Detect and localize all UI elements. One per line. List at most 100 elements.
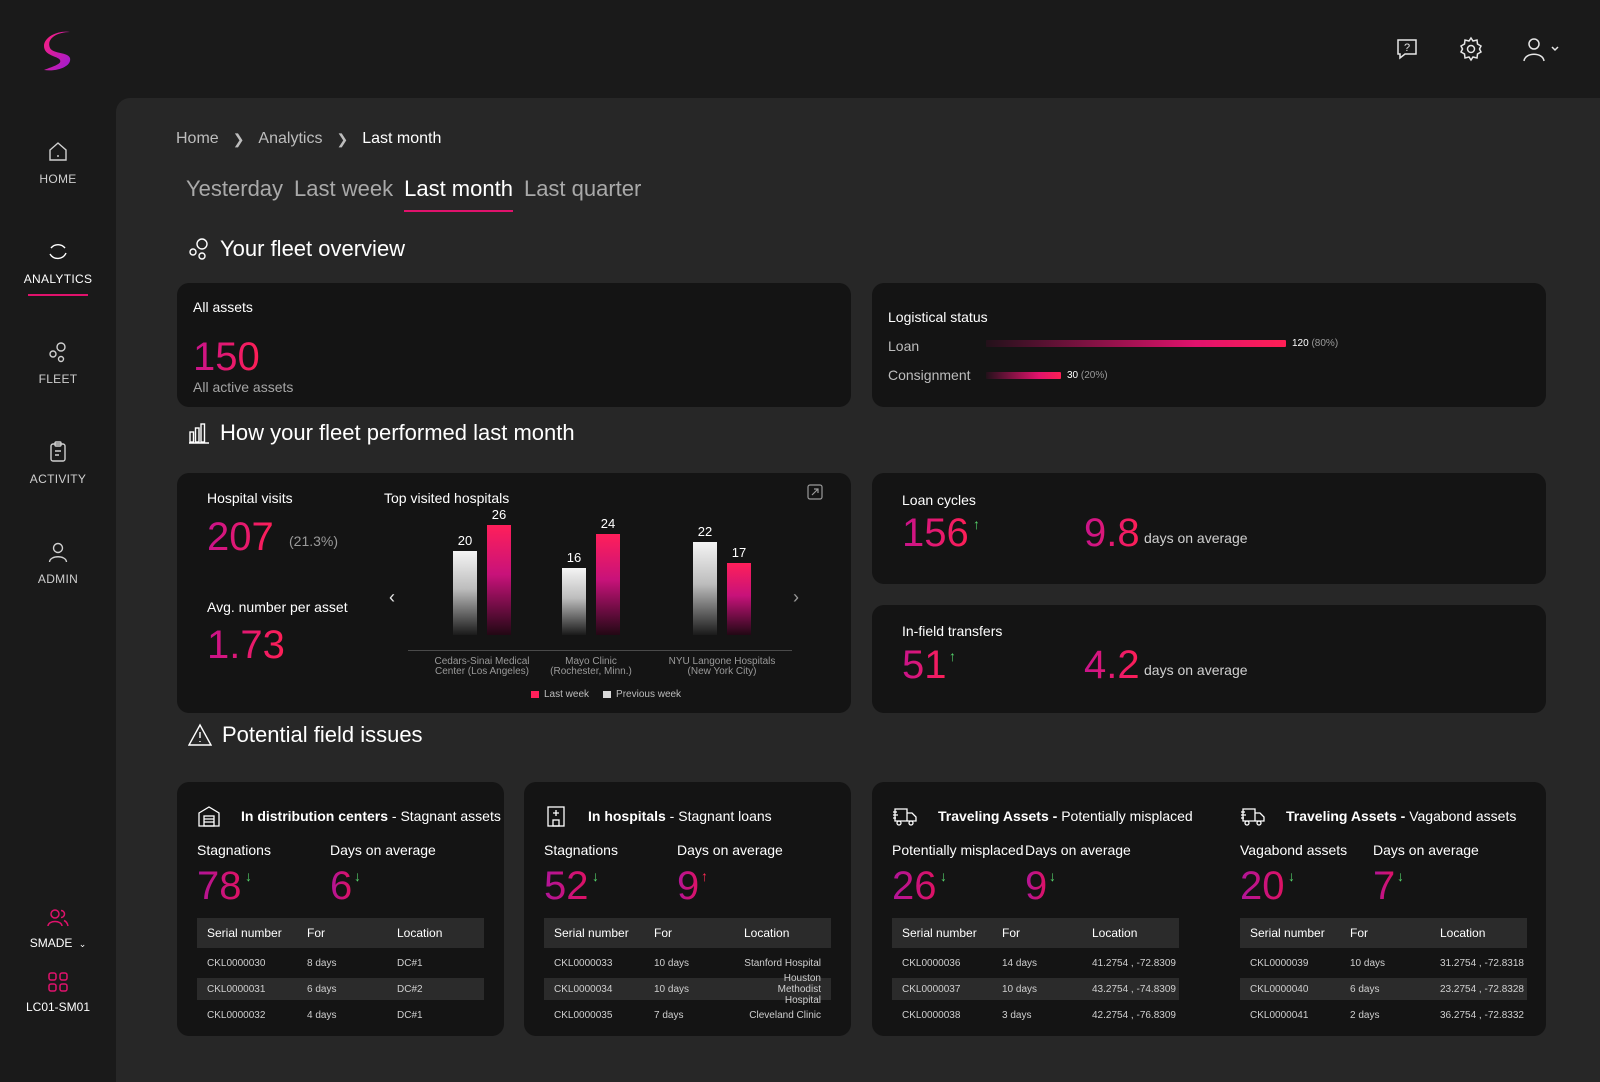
stat2-label: Days on average — [1025, 842, 1131, 858]
table-header: Serial number For Location — [892, 918, 1179, 948]
chevron-right-icon: ❯ — [232, 130, 245, 147]
hospital-visits-value: 207 — [207, 515, 274, 559]
cell-for: 14 days — [1002, 957, 1038, 969]
cell-serial: CKL0000030 — [207, 957, 266, 969]
cell-location: Cleveland Clinic — [749, 1009, 821, 1021]
cell-for: 4 days — [307, 1009, 337, 1021]
transfers-avg: 4.2 — [1084, 643, 1140, 687]
loan-cycles-label: Loan cycles — [902, 492, 976, 508]
stat2-value: 7 — [1373, 864, 1396, 908]
breadcrumb-home[interactable]: Home — [176, 130, 219, 147]
arrow-up-icon: ↑ — [949, 648, 956, 664]
nav-fleet[interactable]: FLEET — [0, 340, 116, 386]
table-row[interactable]: CKL0000030 8 days DC#1 — [197, 952, 484, 974]
table-row[interactable]: CKL0000031 6 days DC#2 — [197, 978, 484, 1000]
issue-title-bold: In hospitals — [588, 808, 666, 824]
section-title-text: How your fleet performed last month — [220, 420, 575, 445]
cell-for: 6 days — [307, 983, 337, 995]
tab-last-quarter[interactable]: Last quarter — [523, 176, 642, 201]
loan-cycles-avg-unit: days on average — [1144, 530, 1248, 546]
settings-gear-icon[interactable] — [1458, 36, 1484, 62]
tab-last-month[interactable]: Last month — [404, 176, 513, 212]
table-row[interactable]: CKL0000040 6 days 23.2754 , -72.8328 — [1240, 978, 1527, 1000]
nav-home[interactable]: HOME — [0, 140, 116, 186]
bar-previous-week[interactable] — [693, 542, 717, 635]
cell-location: 41.2754 , -72.8309 — [1092, 957, 1176, 969]
nav-admin-label: ADMIN — [37, 572, 79, 586]
chart-title: Top visited hospitals — [384, 490, 510, 506]
stat2-value: 9 — [1025, 864, 1048, 908]
cell-serial: CKL0000037 — [902, 983, 961, 995]
col-for: For — [307, 926, 325, 940]
issue-title-bold: In distribution centers — [241, 808, 389, 824]
users-icon — [47, 909, 69, 927]
table-row[interactable]: CKL0000041 2 days 36.2754 , -72.8332 — [1240, 1004, 1527, 1026]
bar-last-week[interactable] — [596, 534, 620, 635]
cell-for: 8 days — [307, 957, 337, 969]
col-serial: Serial number — [554, 926, 629, 940]
issue-title-bold: Traveling Assets - — [938, 808, 1058, 824]
nav-active-indicator — [28, 294, 88, 296]
hospital-visits-label: Hospital visits — [207, 490, 293, 506]
table-row[interactable]: CKL0000036 14 days 41.2754 , -72.8309 — [892, 952, 1179, 974]
trend-arrow-icon: ↓ — [1049, 868, 1056, 884]
chart-legend: Last week Previous week — [531, 689, 681, 700]
grid-icon — [48, 972, 68, 992]
chevron-right-icon: ❯ — [336, 130, 349, 147]
app-logo[interactable] — [40, 30, 76, 72]
table-row[interactable]: CKL0000038 3 days 42.2754 , -76.8309 — [892, 1004, 1179, 1026]
home-icon — [49, 142, 67, 161]
bar-previous-week[interactable] — [453, 551, 477, 635]
table-row[interactable]: CKL0000035 7 days Cleveland Clinic — [544, 1004, 831, 1026]
chart-prev-icon[interactable]: ‹ — [389, 587, 395, 607]
nav-activity[interactable]: ACTIVITY — [0, 440, 116, 486]
cell-for: 10 days — [1350, 957, 1386, 969]
loan-count: 120 — [1292, 338, 1309, 349]
legend-swatch-prev — [603, 691, 612, 698]
stat1-label: Potentially misplaced — [892, 842, 1024, 858]
top-hospitals-chart: 20 26 Cedars-Sinai Medical Center (Los Ange… — [177, 473, 851, 713]
issue-table: Serial number For Location CKL0000033 10… — [544, 918, 831, 1026]
issue-header: In hospitals - Stagnant loans — [544, 804, 772, 828]
user-menu-icon[interactable] — [1522, 36, 1566, 62]
bar-value-label: 26 — [491, 507, 507, 522]
arrow-up-icon: ↑ — [973, 516, 980, 532]
issue-panel: In hospitals - Stagnant loans Stagnation… — [524, 782, 851, 1036]
nav-fleet-label: FLEET — [38, 372, 78, 386]
stat1-label: Stagnations — [197, 842, 271, 858]
x-tick-label: Mayo Clinic (Rochester, Minn.) — [531, 657, 651, 677]
table-row[interactable]: CKL0000034 10 days Houston Methodist Hos… — [544, 973, 831, 1006]
help-chat-icon[interactable]: ? — [1394, 36, 1420, 62]
col-serial: Serial number — [902, 926, 977, 940]
table-row[interactable]: CKL0000039 10 days 31.2754 , -72.8318 — [1240, 952, 1527, 974]
cell-serial: CKL0000031 — [207, 983, 266, 995]
device-selector[interactable]: LC01-SM01 — [0, 970, 116, 1014]
consignment-label: Consignment — [888, 367, 971, 383]
cell-location: 42.2754 , -76.8309 — [1092, 1009, 1176, 1021]
loan-cycles-avg: 9.8 — [1084, 511, 1140, 555]
loan-label: Loan — [888, 338, 920, 354]
issue-title-rest: - Stagnant assets — [388, 808, 501, 824]
table-row[interactable]: CKL0000037 10 days 43.2754 , -74.8309 — [892, 978, 1179, 1000]
breadcrumb-analytics[interactable]: Analytics — [258, 130, 323, 147]
table-row[interactable]: CKL0000032 4 days DC#1 — [197, 1004, 484, 1026]
warning-icon — [188, 723, 212, 746]
issue-title-rest: Potentially misplaced — [1057, 808, 1193, 824]
bar-value-label: 16 — [566, 550, 582, 565]
col-serial: Serial number — [207, 926, 282, 940]
bar-previous-week[interactable] — [562, 568, 586, 635]
stat1-value: 52 — [544, 864, 589, 908]
org-name: SMADE — [29, 936, 73, 950]
expand-icon[interactable] — [807, 484, 823, 500]
org-selector[interactable]: SMADE ⌄ — [0, 906, 116, 950]
chart-next-icon[interactable]: › — [793, 587, 799, 607]
nav-analytics[interactable]: ANALYTICS — [0, 240, 116, 296]
bar-last-week[interactable] — [727, 563, 751, 635]
tab-yesterday[interactable]: Yesterday — [186, 176, 284, 201]
nav-admin[interactable]: ADMIN — [0, 540, 116, 586]
bar-last-week[interactable] — [487, 525, 511, 635]
device-name: LC01-SM01 — [25, 1000, 91, 1014]
table-row[interactable]: CKL0000033 10 days Stanford Hospital — [544, 952, 831, 974]
section-title-text: Potential field issues — [222, 722, 423, 747]
tab-last-week[interactable]: Last week — [294, 176, 394, 201]
